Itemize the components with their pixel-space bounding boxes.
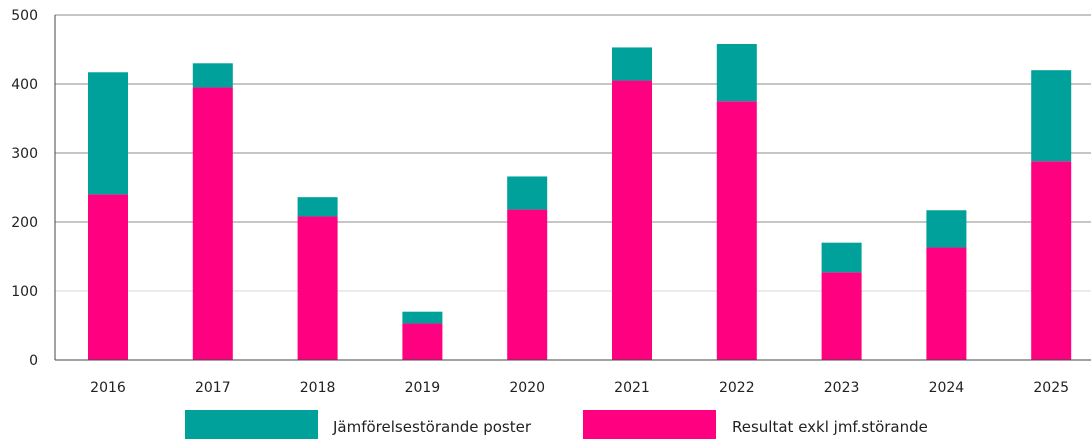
bar-jamforelsestorande-2022 bbox=[716, 43, 757, 102]
bar-resultat-2018 bbox=[297, 216, 338, 360]
y-tick-label-500: 500 bbox=[11, 8, 38, 24]
y-tick-label-200: 200 bbox=[11, 215, 38, 231]
legend-swatch-jamforelsestorande bbox=[185, 410, 318, 439]
x-tick-label-2024: 2024 bbox=[929, 380, 965, 396]
x-tick-label-2016: 2016 bbox=[90, 380, 126, 396]
bar-resultat-2022 bbox=[716, 101, 757, 360]
legend-swatch-resultat bbox=[583, 410, 716, 439]
x-tick-label-2023: 2023 bbox=[824, 380, 860, 396]
legend: Jämförelsestörande poster Resultat exkl … bbox=[185, 410, 928, 439]
legend-label-resultat: Resultat exkl jmf.störande bbox=[732, 418, 928, 436]
y-tick-label-0: 0 bbox=[29, 353, 38, 369]
bar-resultat-2024 bbox=[926, 247, 967, 360]
y-tick-label-300: 300 bbox=[11, 146, 38, 162]
bar-resultat-2020 bbox=[507, 209, 548, 360]
bar-resultat-2023 bbox=[821, 272, 862, 360]
bars bbox=[88, 43, 1072, 361]
bar-jamforelsestorande-2023 bbox=[821, 242, 862, 273]
bar-resultat-2021 bbox=[612, 80, 652, 361]
y-tick-label-100: 100 bbox=[11, 284, 38, 300]
bar-jamforelsestorande-2025 bbox=[1031, 70, 1072, 162]
x-tick-label-2018: 2018 bbox=[300, 380, 336, 396]
y-tick-label-400: 400 bbox=[11, 77, 38, 93]
x-tick-label-2020: 2020 bbox=[509, 380, 545, 396]
x-tick-label-2017: 2017 bbox=[195, 380, 231, 396]
bar-jamforelsestorande-2021 bbox=[612, 47, 652, 81]
bar-jamforelsestorande-2017 bbox=[192, 63, 233, 88]
bar-resultat-2019 bbox=[402, 323, 443, 360]
bar-resultat-2025 bbox=[1031, 161, 1072, 360]
bar-jamforelsestorande-2020 bbox=[507, 176, 548, 210]
legend-label-jamforelsestorande: Jämförelsestörande poster bbox=[332, 418, 532, 436]
x-tick-label-2019: 2019 bbox=[405, 380, 441, 396]
bar-resultat-2016 bbox=[88, 194, 128, 360]
bar-jamforelsestorande-2024 bbox=[926, 210, 967, 248]
y-axis-tick-labels: 0 100 200 300 400 500 bbox=[11, 8, 38, 369]
bar-resultat-2017 bbox=[192, 87, 233, 360]
bar-jamforelsestorande-2016 bbox=[88, 72, 128, 195]
x-tick-label-2021: 2021 bbox=[614, 380, 650, 396]
x-tick-label-2025: 2025 bbox=[1033, 380, 1069, 396]
bar-jamforelsestorande-2019 bbox=[402, 311, 443, 324]
x-tick-label-2022: 2022 bbox=[719, 380, 755, 396]
x-axis-tick-labels: 2016 2017 2018 2019 2020 2021 2022 2023 2024 2025 bbox=[90, 380, 1069, 396]
bar-jamforelsestorande-2018 bbox=[297, 197, 338, 217]
